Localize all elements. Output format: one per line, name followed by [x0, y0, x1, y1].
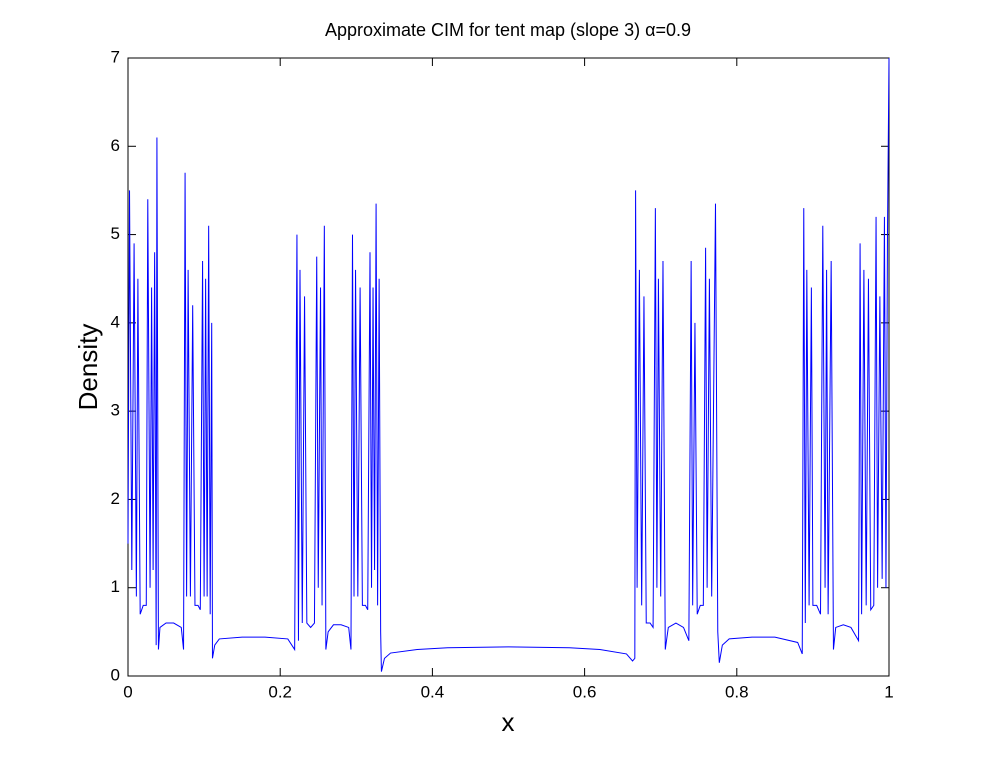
x-tick-label: 0 [123, 682, 132, 701]
x-axis-label: x [502, 707, 515, 737]
y-tick-label: 6 [111, 136, 120, 155]
y-tick-label: 3 [111, 401, 120, 420]
y-axis-label: Density [73, 324, 103, 411]
x-tick-label: 0.2 [268, 682, 292, 701]
y-tick-label: 7 [111, 47, 120, 66]
x-tick-label: 0.4 [421, 682, 445, 701]
y-tick-label: 2 [111, 489, 120, 508]
x-tick-label: 0.8 [725, 682, 749, 701]
plot-area [127, 57, 890, 677]
y-tick-label: 0 [111, 665, 120, 684]
y-tick-label: 4 [111, 312, 120, 331]
x-tick-label: 0.6 [573, 682, 597, 701]
x-tick-label: 1 [884, 682, 893, 701]
y-tick-label: 1 [111, 577, 120, 596]
chart-title: Approximate CIM for tent map (slope 3) α… [325, 20, 691, 40]
data-line [127, 57, 890, 672]
y-tick-label: 5 [111, 224, 120, 243]
